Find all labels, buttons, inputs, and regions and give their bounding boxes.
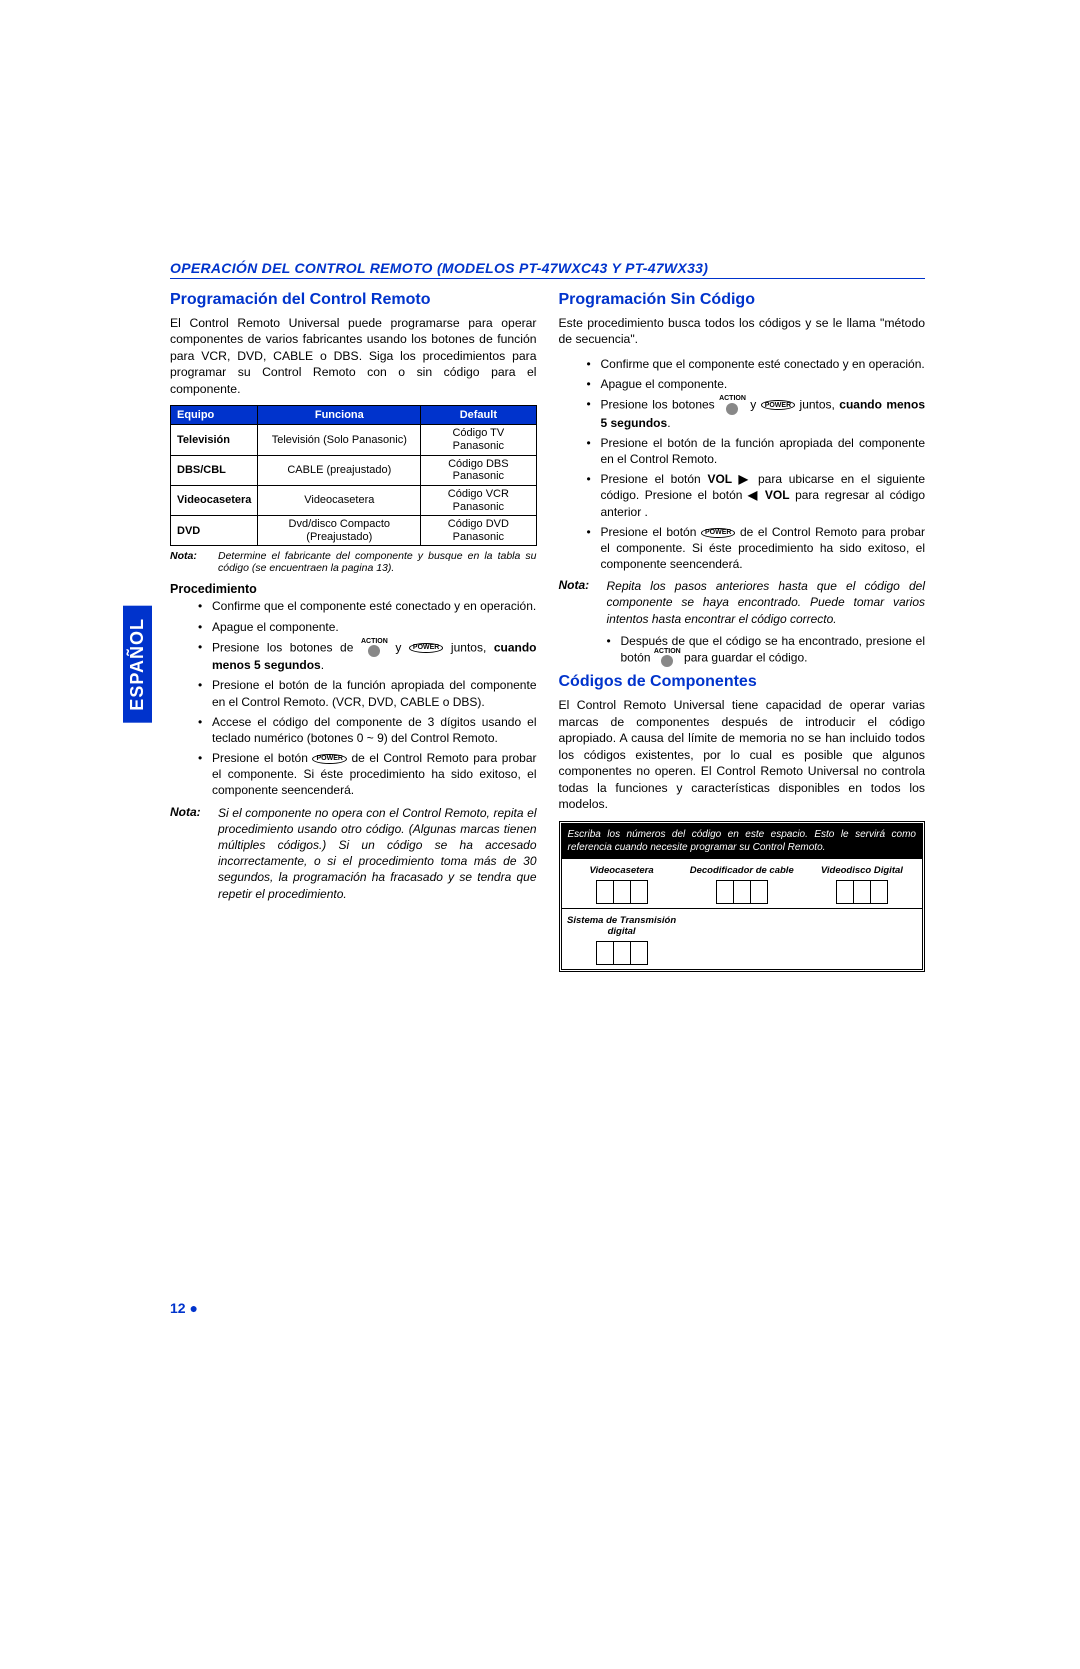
sub-bullet: Después de que el código se ha encontrad… (607, 633, 926, 667)
nota-1: Nota: Determine el fabricante del compon… (170, 550, 537, 574)
cell-funciona: CABLE (preajustado) (258, 455, 421, 485)
heading-programacion-control: Programación del Control Remoto (170, 291, 537, 309)
action-button-icon: ACTION (361, 639, 388, 657)
table-row: TelevisiónTelevisión (Solo Panasonic)Cód… (171, 425, 537, 455)
section-header: OPERACIÓN DEL CONTROL REMOTO (MODELOS PT… (170, 260, 925, 279)
code-slots-table: Videocasetera Decodificador de cable Vid… (562, 858, 923, 969)
equipment-table: Equipo Funciona Default TelevisiónTelevi… (170, 405, 537, 546)
list-item: Confirme que el componente esté conectad… (198, 598, 537, 614)
cell-default: Código VCR Panasonic (421, 485, 536, 515)
nota-text-r: Repita los pasos anteriores hasta que el… (607, 578, 926, 627)
list-item: Presione los botones ACTION y POWER junt… (587, 396, 926, 430)
procedimiento-heading: Procedimiento (170, 582, 537, 596)
cell-funciona: Videocasetera (258, 485, 421, 515)
table-row: VideocaseteraVideocaseteraCódigo VCR Pan… (171, 485, 537, 515)
action-button-icon: ACTION (654, 649, 681, 667)
th-default: Default (421, 406, 536, 425)
nota-label-2: Nota: (170, 805, 218, 902)
right-column: Programación Sin Código Este procedimien… (559, 287, 926, 972)
code-cell-empty2 (802, 908, 922, 969)
list-item: Presione el botón POWER de el Control Re… (587, 524, 926, 573)
power-button-icon: POWER (409, 643, 443, 653)
procedure-list-right: Confirme que el componente esté conectad… (559, 356, 926, 572)
footer-bullet-icon: ● (189, 1300, 197, 1316)
sub-bullet-list: Después de que el código se ha encontrad… (559, 633, 926, 667)
nota-label-r: Nota: (559, 578, 607, 627)
table-row: DVDDvd/disco Compacto (Preajustado)Códig… (171, 516, 537, 546)
th-equipo: Equipo (171, 406, 258, 425)
nota-label: Nota: (170, 550, 218, 574)
code-box-header: Escriba los números del código en este e… (562, 824, 923, 858)
page-number: 12 (170, 1300, 186, 1316)
table-row: DBS/CBLCABLE (preajustado)Código DBS Pan… (171, 455, 537, 485)
code-cell-dbs: Sistema de Transmisión digital (562, 908, 682, 969)
cell-equipo: Videocasetera (171, 485, 258, 515)
cell-equipo: Televisión (171, 425, 258, 455)
cell-funciona: Televisión (Solo Panasonic) (258, 425, 421, 455)
list-item: Confirme que el componente esté conectad… (587, 356, 926, 372)
nota-2: Nota: Si el componente no opera con el C… (170, 805, 537, 902)
code-cell-dvd: Videodisco Digital (802, 858, 922, 908)
code-cell-cable: Decodificador de cable (682, 858, 802, 908)
nota-text-2: Si el componente no opera con el Control… (218, 805, 537, 902)
heading-codigos: Códigos de Componentes (559, 673, 926, 691)
procedure-list-left: Confirme que el componente esté conectad… (170, 598, 537, 798)
cell-equipo: DVD (171, 516, 258, 546)
heading-sin-codigo: Programación Sin Código (559, 291, 926, 309)
intro-right-b: El Control Remoto Universal tiene capaci… (559, 697, 926, 812)
nota-text: Determine el fabricante del componente y… (218, 550, 537, 574)
cell-equipo: DBS/CBL (171, 455, 258, 485)
action-button-icon: ACTION (719, 396, 746, 414)
list-item: Apague el componente. (587, 376, 926, 392)
cell-default: Código DBS Panasonic (421, 455, 536, 485)
cell-funciona: Dvd/disco Compacto (Preajustado) (258, 516, 421, 546)
nota-right: Nota: Repita los pasos anteriores hasta … (559, 578, 926, 627)
intro-left: El Control Remoto Universal puede progra… (170, 315, 537, 397)
list-item: Presione los botones de ACTION y POWER j… (198, 639, 537, 673)
power-button-icon: POWER (312, 754, 346, 764)
left-column: Programación del Control Remoto El Contr… (170, 287, 537, 972)
power-button-icon: POWER (701, 528, 735, 538)
page-footer: 12 ● (170, 1300, 198, 1316)
cell-default: Código DVD Panasonic (421, 516, 536, 546)
cell-default: Código TV Panasonic (421, 425, 536, 455)
code-reference-box: Escriba los números del código en este e… (559, 821, 926, 972)
list-item: Presione el botón VOL ▶ para ubicarse en… (587, 471, 926, 520)
list-item: Accese el código del componente de 3 díg… (198, 714, 537, 746)
list-item: Presione el botón de la función apropiad… (587, 435, 926, 467)
list-item: Presione el botón de la función apropiad… (198, 677, 537, 709)
intro-right-a: Este procedimiento busca todos los códig… (559, 315, 926, 348)
power-button-icon: POWER (761, 400, 795, 410)
list-item: Presione el botón POWER de el Control Re… (198, 750, 537, 799)
code-cell-vcr: Videocasetera (562, 858, 682, 908)
list-item: Apague el componente. (198, 619, 537, 635)
code-cell-empty1 (682, 908, 802, 969)
th-funciona: Funciona (258, 406, 421, 425)
